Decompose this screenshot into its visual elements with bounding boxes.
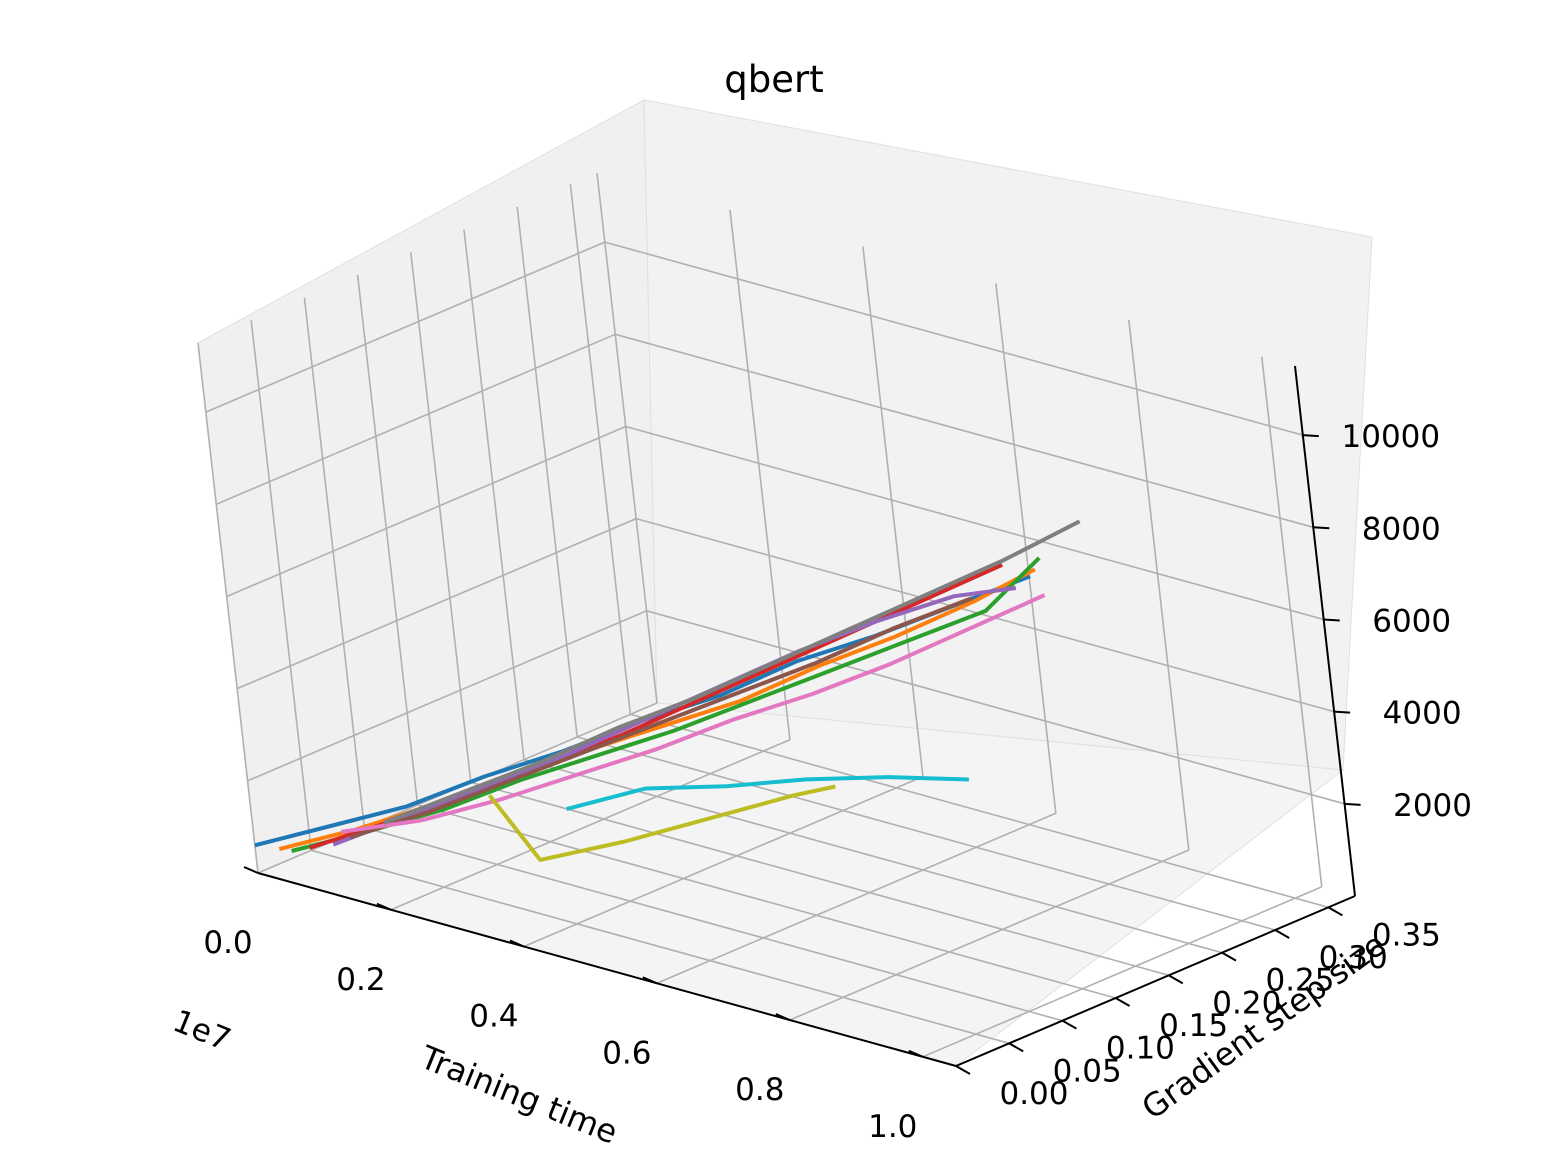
y-gridline-left <box>197 342 259 874</box>
x-axis-title: Training time <box>414 1038 623 1152</box>
z-tick-label: 10000 <box>1342 419 1441 455</box>
series-line-7 <box>341 593 1046 834</box>
x-gridline-back <box>729 209 791 740</box>
y-gridline-left <box>410 252 472 783</box>
y-gridline-floor <box>470 781 1170 977</box>
z-gridline-left <box>247 610 647 782</box>
x-gridline-back <box>1260 356 1323 887</box>
y-gridline-floor <box>364 826 1063 1022</box>
x-tick-mark <box>908 1049 924 1058</box>
y-gridline-floor <box>576 736 1276 931</box>
x-tick-mark <box>509 939 525 948</box>
y-tick-label: 0.05 <box>1053 1053 1122 1089</box>
z-tick-mark <box>1302 434 1319 438</box>
z-gridline-left <box>226 425 627 598</box>
y-tick-label: 0.10 <box>1106 1031 1175 1067</box>
x-tick-label: 0.4 <box>469 999 518 1035</box>
z-gridline-back <box>646 610 1345 805</box>
x-tick-mark <box>376 902 392 911</box>
y-gridline-left <box>516 206 578 738</box>
x-tick-label: 0.8 <box>735 1072 784 1108</box>
y-gridline-left <box>463 229 525 760</box>
y-tick-label: 0.35 <box>1372 917 1441 953</box>
z-tick-mark <box>1313 526 1330 530</box>
x-gridline-back <box>596 172 658 704</box>
y-tick-mark <box>1061 1019 1077 1030</box>
series-line-8 <box>382 519 1081 825</box>
z-gridline-left <box>215 333 616 506</box>
y-gridline-left <box>250 320 312 851</box>
x-tick-mark <box>243 866 259 874</box>
y-gridline-floor <box>417 804 1116 999</box>
y-axis-line <box>955 895 1356 1067</box>
chart-title: qbert <box>724 58 823 101</box>
z-tick-label: 8000 <box>1362 511 1441 547</box>
axes <box>243 365 1361 1075</box>
x-gridline-floor <box>390 739 791 911</box>
x-tick-label: 0.0 <box>203 925 252 961</box>
y-gridline-left <box>569 184 632 715</box>
tick-labels: 0.00.20.40.60.81.00.000.050.100.150.200.… <box>203 419 1472 1145</box>
series-line-10 <box>566 775 969 812</box>
y-tick-label: 0.20 <box>1212 985 1281 1021</box>
z-gridline-back <box>635 517 1335 713</box>
x-gridline-floor <box>656 812 1057 985</box>
y-gridline-left <box>356 274 419 806</box>
x-tick-mark <box>642 976 658 985</box>
y-tick-mark <box>1008 1042 1024 1053</box>
y-tick-mark <box>1327 906 1343 917</box>
z-gridline-left <box>236 517 637 690</box>
y-tick-mark <box>955 1065 971 1075</box>
y-tick-label: 0.15 <box>1159 1008 1228 1044</box>
y-tick-mark <box>1274 929 1290 939</box>
z-gridline-back <box>625 425 1324 621</box>
y-tick-label: 0.30 <box>1319 940 1388 976</box>
x-axis-line <box>257 872 957 1067</box>
x-gridline-back <box>1128 319 1190 851</box>
z-gridline-back <box>604 241 1304 436</box>
z-tick-label: 6000 <box>1372 603 1451 639</box>
series-line-6 <box>349 596 973 840</box>
x-gridline-floor <box>523 775 924 948</box>
y-gridline-left <box>303 297 366 828</box>
x-offset-label: 1e7 <box>168 1003 236 1058</box>
y-tick-label: 0.25 <box>1265 963 1334 999</box>
y-tick-mark <box>1115 997 1131 1007</box>
z-tick-mark <box>1334 710 1351 714</box>
y-tick-mark <box>1221 951 1237 962</box>
z-tick-label: 2000 <box>1393 788 1472 824</box>
x-gridline-back <box>862 246 924 777</box>
y-tick-label: 0.00 <box>999 1076 1068 1112</box>
z-tick-mark <box>1323 618 1340 622</box>
x-gridline-floor <box>789 849 1190 1021</box>
z-tick-mark <box>1344 802 1361 806</box>
x-tick-mark <box>775 1013 791 1021</box>
gridlines <box>197 172 1345 1067</box>
series-line-9 <box>487 784 836 862</box>
y-gridline-floor <box>310 849 1010 1045</box>
x-tick-label: 0.6 <box>602 1035 651 1071</box>
z-gridline-left <box>205 241 606 413</box>
x-tick-label: 0.2 <box>336 962 385 998</box>
y-tick-mark <box>1168 974 1184 985</box>
z-tick-label: 4000 <box>1383 696 1462 732</box>
z-gridline-back <box>615 333 1314 529</box>
series-lines <box>254 519 1081 862</box>
x-tick-label: 1.0 <box>868 1109 917 1145</box>
z-axis-line <box>1294 365 1356 897</box>
x-gridline-floor <box>922 886 1323 1058</box>
y-gridline-floor <box>630 713 1329 909</box>
